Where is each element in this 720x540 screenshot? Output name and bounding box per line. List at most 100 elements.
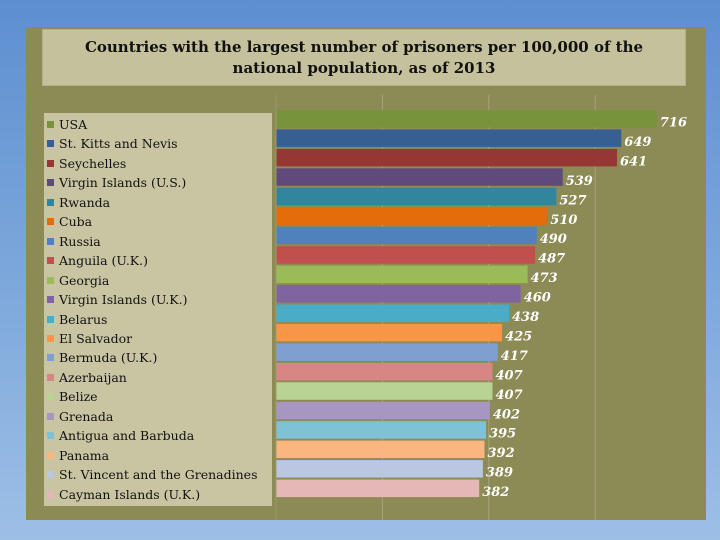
legend-label: Antigua and Barbuda xyxy=(59,428,195,444)
legend-label: Virgin Islands (U.S.) xyxy=(59,175,187,191)
legend-item: Belarus xyxy=(44,310,107,329)
bar-value-label: 487 xyxy=(538,252,565,267)
bar xyxy=(276,265,528,284)
legend-swatch xyxy=(47,315,54,323)
bar-value-label: 716 xyxy=(660,116,687,131)
bar xyxy=(276,285,521,303)
legend-swatch xyxy=(47,451,54,459)
legend-swatch xyxy=(47,334,54,342)
legend-swatch xyxy=(47,257,54,265)
bar-value-label: 649 xyxy=(624,135,651,150)
legend-item: Cayman Islands (U.K.) xyxy=(44,485,200,504)
bar xyxy=(276,187,557,206)
legend-item: Virgin Islands (U.K.) xyxy=(44,290,187,309)
legend-swatch xyxy=(47,218,54,226)
legend-label: Cayman Islands (U.K.) xyxy=(59,486,201,502)
legend-item: Panama xyxy=(44,446,109,465)
legend-label: Bermuda (U.K.) xyxy=(59,350,158,366)
bar xyxy=(276,129,622,147)
legend-label: Virgin Islands (U.K.) xyxy=(59,292,188,307)
legend-item: Rwanda xyxy=(44,193,110,212)
bar xyxy=(276,440,485,459)
legend-label: Panama xyxy=(59,447,110,463)
legend-swatch xyxy=(47,198,54,206)
bar xyxy=(276,148,617,167)
bar-value-label: 490 xyxy=(540,232,567,247)
legend-label: Rwanda xyxy=(59,194,111,210)
bar xyxy=(276,421,487,439)
bar xyxy=(276,401,490,420)
legend-label: Anguila (U.K.) xyxy=(59,253,148,269)
legend-label: Seychelles xyxy=(59,155,127,171)
legend-swatch xyxy=(47,490,54,498)
legend-label: USA xyxy=(59,117,88,132)
bar xyxy=(276,382,493,400)
bar-value-label: 460 xyxy=(524,291,551,306)
bar xyxy=(276,304,509,322)
legend-label: Russia xyxy=(59,233,101,249)
legend-label: Georgia xyxy=(59,272,110,288)
legend-swatch xyxy=(47,237,54,245)
bar-value-label: 641 xyxy=(620,154,647,169)
legend-item: Anguila (U.K.) xyxy=(44,251,148,270)
legend-swatch xyxy=(47,373,54,381)
bar xyxy=(276,226,537,245)
legend-label: Belize xyxy=(59,389,98,405)
legend-swatch xyxy=(47,432,54,440)
bar-value-label: 382 xyxy=(482,485,509,500)
legend-swatch xyxy=(47,471,54,479)
legend-swatch xyxy=(47,159,54,167)
legend-label: Grenada xyxy=(59,408,114,424)
bar xyxy=(276,323,503,342)
bar-value-label: 510 xyxy=(550,213,577,228)
bar-value-label: 438 xyxy=(512,310,539,325)
legend-item: El Salvador xyxy=(44,329,132,348)
bar-value-label: 407 xyxy=(496,388,523,403)
legend-item: Bermuda (U.K.) xyxy=(44,348,157,367)
bar-value-label: 389 xyxy=(486,466,513,481)
legend-label: St. Kitts and Nevis xyxy=(59,136,178,152)
legend-label: Belarus xyxy=(59,311,108,327)
chart-legend: USA St. Kitts and Nevis Seychelles Virgin I… xyxy=(44,113,272,506)
bar xyxy=(276,207,548,225)
legend-swatch xyxy=(47,121,54,128)
bar-value-label: 527 xyxy=(559,193,586,208)
legend-item: Seychelles xyxy=(44,154,126,173)
legend-label: St. Vincent and the Grenadines xyxy=(59,467,258,483)
legend-item: St. Vincent and the Grenadines xyxy=(44,465,257,484)
legend-item: St. Kitts and Nevis xyxy=(44,134,178,153)
bar xyxy=(276,343,498,361)
bar xyxy=(276,246,536,264)
bar-value-label: 395 xyxy=(489,427,516,442)
legend-swatch xyxy=(47,393,54,401)
legend-label: El Salvador xyxy=(59,330,133,346)
legend-swatch xyxy=(47,412,54,420)
legend-label: Azerbaijan xyxy=(59,369,127,385)
chart-title-box: Countries with the largest number of pri… xyxy=(42,29,686,86)
bar-value-label: 425 xyxy=(505,329,532,344)
bar-value-label: 539 xyxy=(566,174,593,189)
legend-item: Russia xyxy=(44,232,101,251)
legend-item: Grenada xyxy=(44,407,113,426)
legend-item: Georgia xyxy=(44,271,109,290)
legend-item: USA xyxy=(44,115,87,134)
bar-value-label: 473 xyxy=(531,271,558,286)
legend-swatch xyxy=(47,276,54,284)
legend-label: Cuba xyxy=(59,214,93,230)
legend-swatch xyxy=(47,179,54,187)
legend-swatch xyxy=(47,296,54,303)
legend-swatch xyxy=(47,354,54,362)
bar xyxy=(276,479,480,498)
legend-swatch xyxy=(47,140,54,148)
bar-value-label: 417 xyxy=(501,349,528,364)
bar-value-label: 402 xyxy=(493,407,520,422)
legend-item: Antigua and Barbuda xyxy=(44,426,194,445)
bar xyxy=(276,168,563,186)
legend-item: Azerbaijan xyxy=(44,368,127,387)
legend-item: Cuba xyxy=(44,212,92,231)
bar-value-label: 392 xyxy=(488,446,515,461)
bar xyxy=(276,362,493,381)
legend-item: Belize xyxy=(44,387,98,406)
bar xyxy=(276,460,483,478)
